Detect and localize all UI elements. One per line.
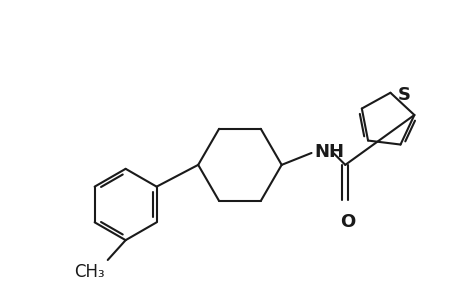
Text: S: S bbox=[397, 86, 409, 104]
Text: CH₃: CH₃ bbox=[74, 263, 105, 281]
Text: O: O bbox=[339, 213, 354, 231]
Text: NH: NH bbox=[314, 143, 344, 161]
